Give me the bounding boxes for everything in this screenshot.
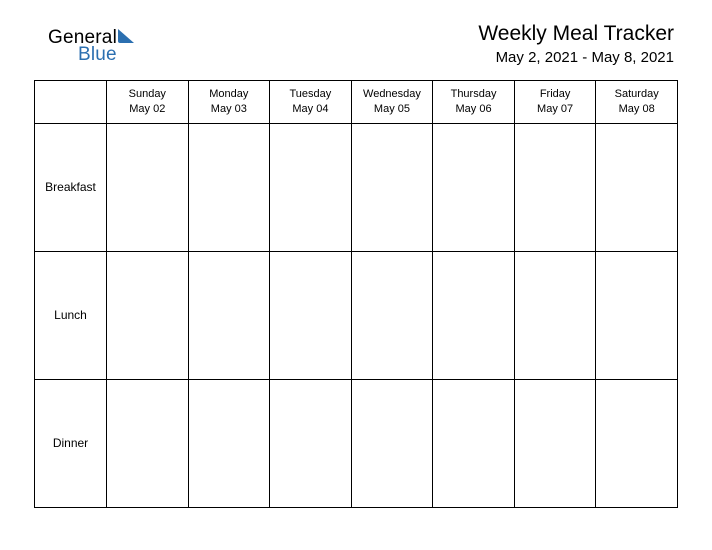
title-block: Weekly Meal Tracker May 2, 2021 - May 8,… [478, 22, 674, 66]
table-corner-cell [35, 81, 107, 124]
logo: General Blue [34, 22, 134, 64]
table-header-row: Sunday May 02 Monday May 03 Tuesday May … [35, 81, 678, 124]
logo-word-blue: Blue [78, 45, 117, 64]
page-title: Weekly Meal Tracker [478, 22, 674, 46]
meal-cell[interactable] [107, 123, 189, 251]
col-header: Saturday May 08 [596, 81, 678, 124]
row-label: Breakfast [35, 123, 107, 251]
col-header: Wednesday May 05 [351, 81, 433, 124]
meal-cell[interactable] [351, 123, 433, 251]
meal-cell[interactable] [270, 251, 352, 379]
meal-cell[interactable] [188, 251, 270, 379]
header: General Blue Weekly Meal Tracker May 2, … [34, 22, 678, 66]
meal-cell[interactable] [351, 251, 433, 379]
col-header: Monday May 03 [188, 81, 270, 124]
col-header: Friday May 07 [514, 81, 596, 124]
table-row: Lunch [35, 251, 678, 379]
col-day: Wednesday [354, 87, 431, 102]
meal-cell[interactable] [270, 123, 352, 251]
col-date: May 07 [517, 102, 594, 117]
col-day: Sunday [109, 87, 186, 102]
table-row: Breakfast [35, 123, 678, 251]
col-day: Tuesday [272, 87, 349, 102]
col-date: May 03 [191, 102, 268, 117]
meal-cell[interactable] [351, 379, 433, 507]
col-date: May 04 [272, 102, 349, 117]
meal-tracker-table: Sunday May 02 Monday May 03 Tuesday May … [34, 80, 678, 508]
meal-cell[interactable] [107, 379, 189, 507]
meal-cell[interactable] [514, 123, 596, 251]
page: General Blue Weekly Meal Tracker May 2, … [0, 0, 712, 550]
meal-cell[interactable] [107, 251, 189, 379]
col-date: May 05 [354, 102, 431, 117]
meal-cell[interactable] [596, 251, 678, 379]
logo-sail-icon [118, 29, 134, 43]
col-day: Friday [517, 87, 594, 102]
meal-cell[interactable] [514, 251, 596, 379]
meal-cell[interactable] [596, 379, 678, 507]
col-day: Monday [191, 87, 268, 102]
col-date: May 02 [109, 102, 186, 117]
meal-cell[interactable] [433, 379, 515, 507]
table-row: Dinner [35, 379, 678, 507]
row-label: Dinner [35, 379, 107, 507]
col-header: Sunday May 02 [107, 81, 189, 124]
logo-text: General Blue [48, 28, 117, 64]
row-label: Lunch [35, 251, 107, 379]
meal-cell[interactable] [188, 123, 270, 251]
meal-cell[interactable] [433, 251, 515, 379]
col-date: May 06 [435, 102, 512, 117]
col-header: Thursday May 06 [433, 81, 515, 124]
col-day: Thursday [435, 87, 512, 102]
meal-cell[interactable] [514, 379, 596, 507]
date-range: May 2, 2021 - May 8, 2021 [478, 49, 674, 66]
meal-cell[interactable] [433, 123, 515, 251]
col-date: May 08 [598, 102, 675, 117]
col-header: Tuesday May 04 [270, 81, 352, 124]
meal-cell[interactable] [188, 379, 270, 507]
meal-cell[interactable] [270, 379, 352, 507]
col-day: Saturday [598, 87, 675, 102]
meal-cell[interactable] [596, 123, 678, 251]
